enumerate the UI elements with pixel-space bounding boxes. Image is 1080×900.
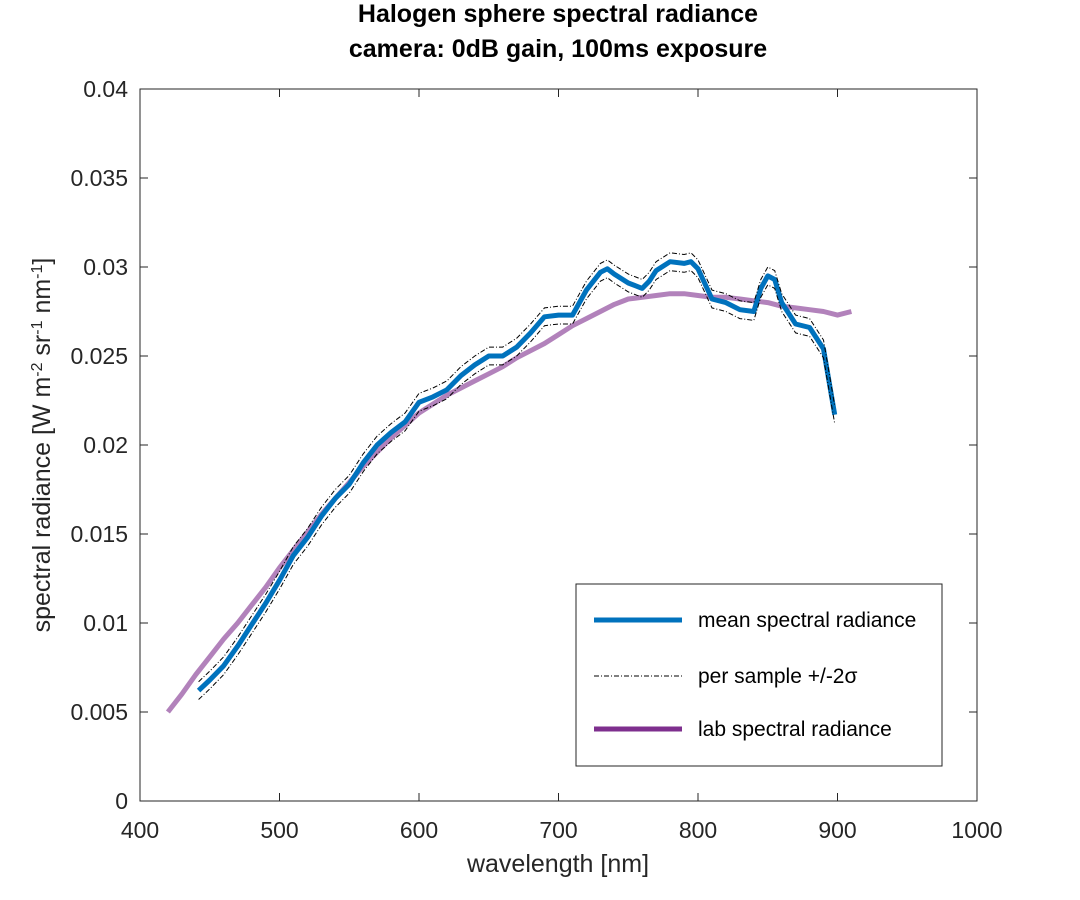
line-sigma-lower — [198, 270, 836, 700]
x-tick-label: 800 — [679, 817, 717, 843]
legend-label: per sample +/-2σ — [698, 665, 857, 688]
line-mean-spectral-radiance — [196, 259, 838, 693]
y-tick-label: 0.01 — [83, 610, 128, 636]
x-tick-label: 900 — [818, 817, 856, 843]
chart-subtitle: camera: 0dB gain, 100ms exposure — [349, 35, 767, 63]
y-tick-label: 0.04 — [83, 76, 128, 102]
legend-box — [575, 583, 943, 767]
y-tick-label: 0.03 — [83, 254, 128, 280]
x-axis-label: wavelength [nm] — [466, 850, 649, 878]
y-tick-label: 0 — [115, 788, 128, 814]
y-tick-label: 0.035 — [70, 165, 128, 191]
series-lines — [165, 252, 853, 714]
y-axis-label: spectral radiance [W m-2 sr-1 nm-1] — [28, 258, 56, 633]
y-tick-label: 0.02 — [83, 432, 128, 458]
y-tick-label: 0.015 — [70, 521, 128, 547]
y-tick-label: 0.025 — [70, 343, 128, 369]
x-tick-label: 400 — [121, 817, 159, 843]
x-tick-label: 700 — [539, 817, 577, 843]
legend-label: lab spectral radiance — [698, 718, 892, 741]
line-lab-spectral-radiance — [165, 291, 853, 714]
legend: mean spectral radiance per sample +/-2σ la… — [575, 583, 943, 767]
chart-title: Halogen sphere spectral radiance — [358, 0, 758, 28]
x-tick-label: 600 — [400, 817, 438, 843]
line-sigma-upper — [198, 252, 836, 683]
axis-ticks: 400 500 600 700 800 900 1000 0 0.005 0.01 0.015 0.0… — [70, 76, 1002, 843]
legend-label: mean spectral radiance — [698, 609, 916, 632]
x-tick-label: 500 — [260, 817, 298, 843]
x-tick-label: 1000 — [951, 817, 1002, 843]
y-tick-label: 0.005 — [70, 699, 128, 725]
